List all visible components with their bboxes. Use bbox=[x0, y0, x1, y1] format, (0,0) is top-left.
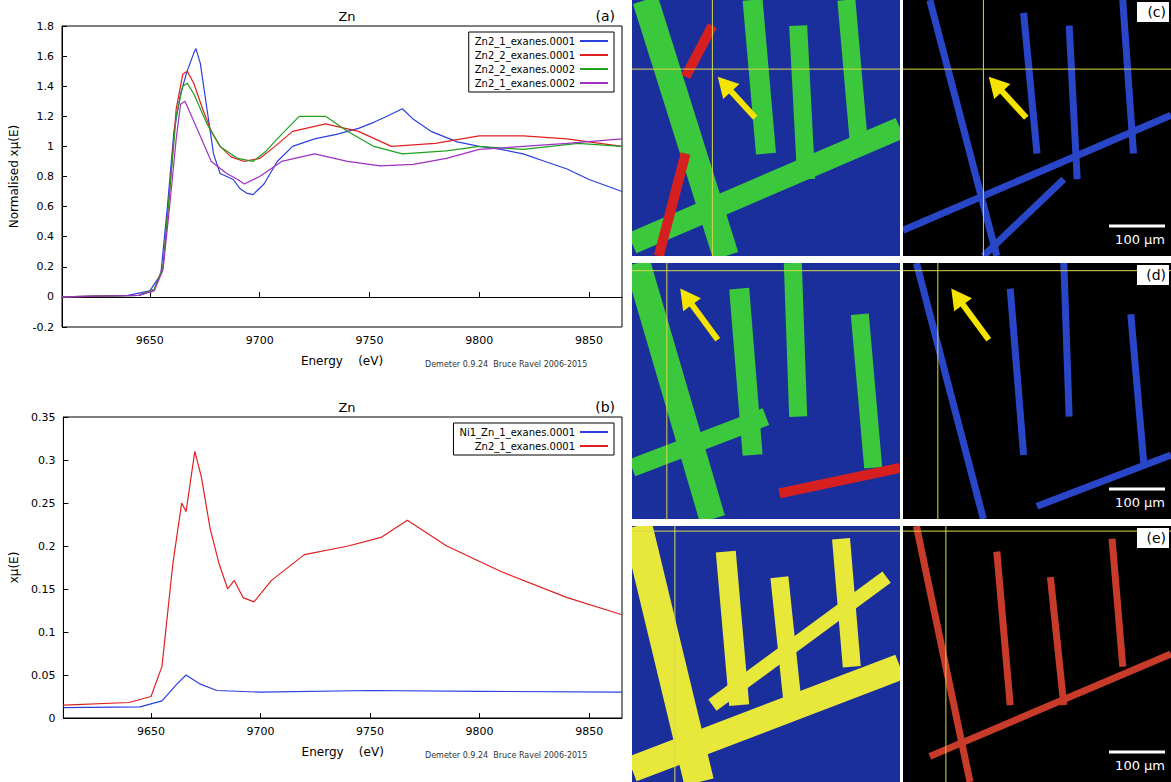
svg-text:0: 0 bbox=[47, 290, 54, 303]
svg-text:9800: 9800 bbox=[466, 725, 494, 738]
svg-text:Zn: Zn bbox=[338, 400, 355, 415]
svg-text:9850: 9850 bbox=[575, 725, 603, 738]
svg-text:0.25: 0.25 bbox=[31, 497, 56, 510]
svg-text:Zn2_2_exanes.0001: Zn2_2_exanes.0001 bbox=[475, 50, 575, 62]
svg-text:Energy (eV): Energy (eV) bbox=[301, 354, 383, 368]
svg-text:0.2: 0.2 bbox=[37, 260, 55, 273]
svg-text:(c): (c) bbox=[1147, 4, 1166, 20]
svg-text:Zn: Zn bbox=[338, 9, 355, 24]
svg-text:9650: 9650 bbox=[137, 725, 165, 738]
svg-text:100 μm: 100 μm bbox=[1115, 232, 1165, 247]
svg-text:9750: 9750 bbox=[355, 334, 383, 347]
svg-text:9700: 9700 bbox=[246, 334, 274, 347]
svg-text:100 μm: 100 μm bbox=[1115, 495, 1165, 510]
svg-text:0.15: 0.15 bbox=[31, 583, 56, 596]
svg-text:0: 0 bbox=[48, 712, 55, 725]
svg-text:0.35: 0.35 bbox=[31, 411, 56, 424]
svg-text:(b): (b) bbox=[595, 399, 615, 415]
svg-text:-0.2: -0.2 bbox=[33, 321, 54, 334]
svg-text:9800: 9800 bbox=[465, 334, 493, 347]
svg-text:9750: 9750 bbox=[356, 725, 384, 738]
svg-text:1.6: 1.6 bbox=[37, 50, 55, 63]
svg-text:Zn2_2_exanes.0002: Zn2_2_exanes.0002 bbox=[475, 64, 575, 76]
svg-text:Normalised xμ(E): Normalised xμ(E) bbox=[7, 125, 21, 229]
svg-text:1: 1 bbox=[47, 140, 54, 153]
svg-text:9850: 9850 bbox=[575, 334, 603, 347]
svg-text:1.8: 1.8 bbox=[37, 20, 55, 33]
svg-text:Demeter 0.9.24 Bruce Ravel 20: Demeter 0.9.24 Bruce Ravel 2006-2015 bbox=[425, 360, 587, 369]
svg-text:0.05: 0.05 bbox=[31, 669, 56, 682]
svg-text:Zn2_1_exanes.0002: Zn2_1_exanes.0002 bbox=[475, 78, 575, 90]
svg-text:0.2: 0.2 bbox=[38, 540, 56, 553]
svg-text:1.2: 1.2 bbox=[37, 110, 55, 123]
svg-text:(d): (d) bbox=[1146, 267, 1166, 283]
svg-text:9650: 9650 bbox=[136, 334, 164, 347]
svg-text:(e): (e) bbox=[1146, 530, 1166, 546]
svg-text:0.3: 0.3 bbox=[38, 454, 56, 467]
svg-text:Energy (eV): Energy (eV) bbox=[302, 745, 384, 759]
svg-text:9700: 9700 bbox=[247, 725, 275, 738]
svg-text:100 μm: 100 μm bbox=[1115, 758, 1165, 773]
svg-text:0.6: 0.6 bbox=[37, 200, 55, 213]
svg-text:Zn2_1_exanes.0001: Zn2_1_exanes.0001 bbox=[475, 441, 575, 453]
svg-text:1.4: 1.4 bbox=[37, 80, 55, 93]
svg-text:xμ(E): xμ(E) bbox=[7, 552, 21, 584]
svg-text:Ni1_Zn_1_exanes.0001: Ni1_Zn_1_exanes.0001 bbox=[459, 427, 575, 439]
svg-text:0.4: 0.4 bbox=[37, 230, 55, 243]
svg-text:0.1: 0.1 bbox=[38, 626, 56, 639]
svg-text:Demeter 0.9.24 Bruce Ravel 20: Demeter 0.9.24 Bruce Ravel 2006-2015 bbox=[425, 751, 587, 760]
svg-text:(a): (a) bbox=[595, 8, 615, 24]
svg-text:0.8: 0.8 bbox=[37, 170, 55, 183]
svg-text:Zn2_1_exanes.0001: Zn2_1_exanes.0001 bbox=[475, 36, 575, 48]
